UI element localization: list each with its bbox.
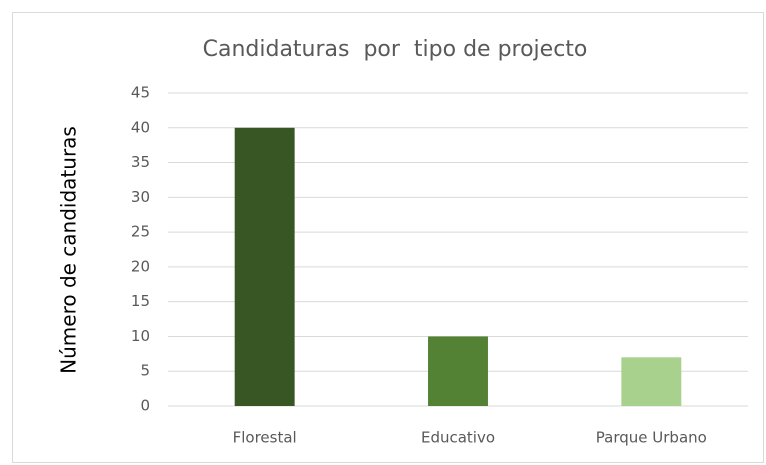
bar bbox=[428, 336, 488, 406]
x-tick-label: Educativo bbox=[421, 429, 495, 447]
y-tick-label: 35 bbox=[131, 153, 150, 171]
y-tick-label: 5 bbox=[140, 362, 150, 380]
y-tick-label: 25 bbox=[131, 223, 150, 241]
x-tick-label: Florestal bbox=[233, 429, 297, 447]
y-tick-label: 15 bbox=[131, 292, 150, 310]
bar bbox=[621, 357, 682, 406]
y-axis-label: Número de candidaturas bbox=[57, 126, 81, 374]
bar bbox=[234, 127, 295, 407]
y-tick-label: 45 bbox=[131, 84, 150, 102]
y-tick-label: 40 bbox=[131, 118, 150, 136]
y-tick-label: 30 bbox=[131, 188, 150, 206]
y-tick-label: 0 bbox=[140, 397, 150, 415]
x-tick-label: Parque Urbano bbox=[596, 429, 707, 447]
y-tick-label: 10 bbox=[131, 327, 150, 345]
chart-title: Candidaturas por tipo de projecto bbox=[203, 37, 588, 62]
y-tick-label: 20 bbox=[131, 257, 150, 275]
